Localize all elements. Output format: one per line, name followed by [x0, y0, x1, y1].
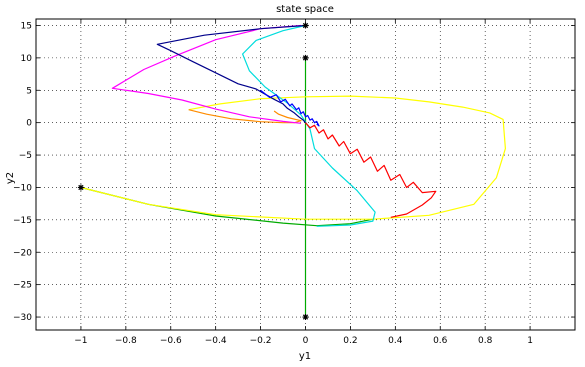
- y-tick-label: −5: [19, 151, 32, 161]
- x-tick-label: 0.4: [388, 336, 403, 346]
- star-marker: [77, 184, 84, 191]
- x-tick-label: −0.4: [205, 336, 227, 346]
- y-tick-label: −25: [13, 281, 32, 291]
- y-axis-label: y2: [5, 172, 16, 184]
- chart-title: state space: [276, 4, 334, 15]
- x-tick-label: −0.8: [115, 336, 137, 346]
- y-tick-label: −20: [13, 248, 32, 258]
- x-tick-label: 0.8: [478, 336, 493, 346]
- y-tick-label: −10: [13, 183, 32, 193]
- x-axis-label: y1: [299, 351, 311, 362]
- star-marker: [302, 314, 309, 321]
- y-tick-label: 10: [21, 54, 33, 64]
- y-tick-label: 5: [26, 86, 32, 96]
- star-marker: [302, 22, 309, 29]
- x-tick-label: 0: [303, 336, 309, 346]
- series-line: [111, 24, 302, 124]
- x-tick-label: 0.2: [343, 336, 357, 346]
- x-tick-label: 0.6: [433, 336, 448, 346]
- y-tick-label: −30: [13, 313, 32, 323]
- x-tick-label: 1: [527, 336, 533, 346]
- series-line: [80, 95, 506, 220]
- x-tick-label: −0.6: [160, 336, 182, 346]
- marker-group: [77, 22, 309, 321]
- y-tick-label: −15: [13, 216, 32, 226]
- y-tick-label: 0: [26, 119, 32, 129]
- series-line: [156, 24, 306, 124]
- x-tick-label: −1: [74, 336, 87, 346]
- star-marker: [302, 54, 309, 61]
- series-line: [188, 109, 302, 124]
- x-tick-label: −0.2: [250, 336, 272, 346]
- ticks: −1 −0.8 −0.6 −0.4 −0.2 0 0.2 0.4 0.6 0.8 1 15 10 5 0 −5…: [13, 19, 575, 346]
- y-tick-label: 15: [21, 21, 32, 31]
- series-line: [260, 89, 320, 127]
- series-group: [80, 24, 506, 317]
- series-line: [305, 122, 437, 218]
